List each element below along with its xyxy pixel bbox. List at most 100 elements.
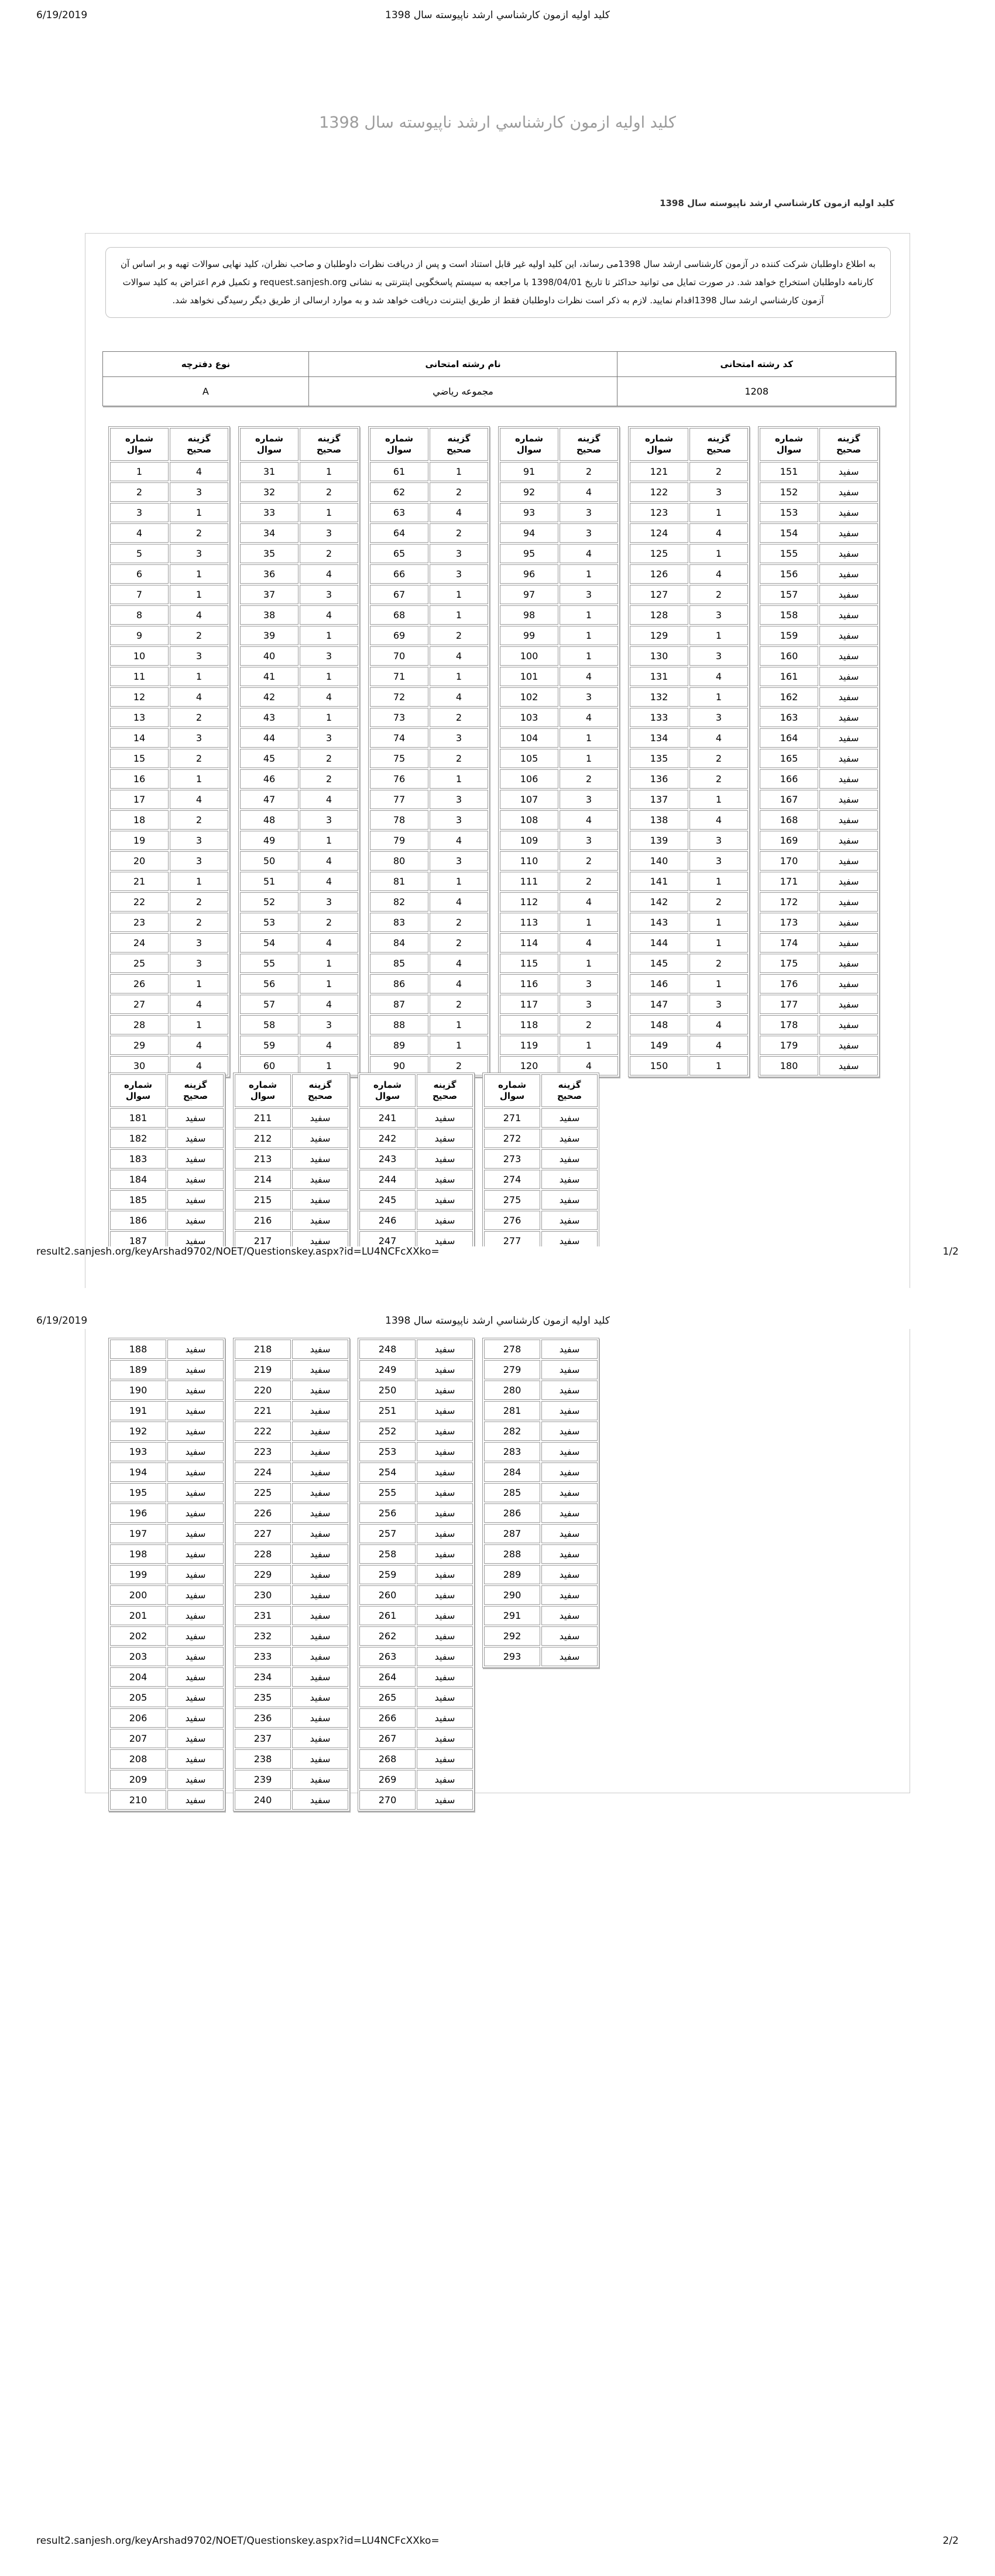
answer-row: 240 سفید	[235, 1790, 348, 1810]
question-number-cell: 62	[370, 482, 428, 502]
answer-row: 254 سفید	[359, 1462, 473, 1482]
question-number-cell: 100	[500, 646, 558, 666]
answer-row: 177 سفید	[760, 995, 878, 1014]
answer-cell: 2	[560, 1015, 618, 1034]
question-number-cell: 199	[110, 1565, 166, 1584]
answer-row: 37 3	[240, 585, 358, 604]
answer-cell: سفید	[167, 1401, 224, 1420]
answer-row: 230 سفید	[235, 1585, 348, 1605]
answer-cell: 2	[430, 708, 488, 727]
answer-row: 106 2	[500, 769, 618, 789]
answer-cell: 2	[300, 544, 358, 563]
answer-row: 258 سفید	[359, 1544, 473, 1564]
answer-row: 165 سفید	[760, 749, 878, 768]
answer-row: 280 سفید	[484, 1381, 598, 1400]
answer-cell: 1	[689, 503, 748, 522]
answer-row: 72 4	[370, 687, 488, 707]
answer-row: 227 سفید	[235, 1524, 348, 1543]
answer-row: 81 1	[370, 872, 488, 891]
answer-row: 129 1	[630, 626, 748, 645]
question-number-cell: 81	[370, 872, 428, 891]
answer-cell: 3	[300, 585, 358, 604]
question-number-cell: 83	[370, 913, 428, 932]
answer-cell: 4	[560, 482, 618, 502]
answer-cell: 3	[300, 892, 358, 912]
answer-row: 29 4	[110, 1036, 228, 1055]
answer-cell: سفید	[292, 1524, 348, 1543]
answer-row: 271 سفید	[484, 1108, 598, 1128]
question-number-cell: 251	[359, 1401, 416, 1420]
question-number-cell: 140	[630, 851, 688, 871]
answer-cell: سفید	[167, 1190, 224, 1210]
answer-cell: 3	[560, 974, 618, 994]
answer-cell: 2	[560, 769, 618, 789]
answer-cell: 1	[430, 605, 488, 625]
answer-row: 39 1	[240, 626, 358, 645]
answer-row: 142 2	[630, 892, 748, 912]
answer-row: 282 سفید	[484, 1421, 598, 1441]
answer-cell: 3	[170, 831, 228, 850]
question-number-cell: 61	[370, 462, 428, 481]
answer-cell: 1	[689, 626, 748, 645]
question-number-cell: 193	[110, 1442, 166, 1461]
question-number-cell: 240	[235, 1790, 291, 1810]
answer-row: 244 سفید	[359, 1170, 473, 1189]
answer-key-header-row: شماره سوال گزینه صحیح	[484, 1074, 598, 1107]
question-number-cell: 20	[110, 851, 169, 871]
answer-cell: سفید	[167, 1442, 224, 1461]
question-number-cell: 198	[110, 1544, 166, 1564]
question-number-cell: 163	[760, 708, 818, 727]
answer-row: 123 1	[630, 503, 748, 522]
answer-row: 15 2	[110, 749, 228, 768]
question-number-cell: 67	[370, 585, 428, 604]
answer-row: 79 4	[370, 831, 488, 850]
question-number-cell: 261	[359, 1606, 416, 1625]
question-number-cell: 230	[235, 1585, 291, 1605]
answer-cell: 3	[300, 728, 358, 748]
answer-cell: 2	[170, 913, 228, 932]
answer-row: 185 سفید	[110, 1190, 224, 1210]
answer-row: 147 3	[630, 995, 748, 1014]
answer-cell: 4	[300, 687, 358, 707]
question-number-cell: 88	[370, 1015, 428, 1034]
answer-cell: سفید	[292, 1442, 348, 1461]
answer-cell: 3	[689, 482, 748, 502]
answer-row: 195 سفید	[110, 1483, 224, 1502]
question-number-cell: 89	[370, 1036, 428, 1055]
question-number-cell: 234	[235, 1667, 291, 1687]
answer-row: 172 سفید	[760, 892, 878, 912]
answer-row: 290 سفید	[484, 1585, 598, 1605]
answer-cell: سفید	[417, 1360, 473, 1379]
answer-row: 181 سفید	[110, 1108, 224, 1128]
answer-cell: سفید	[292, 1170, 348, 1189]
answer-key-header-row: شماره سوال گزینه صحیح	[240, 428, 358, 461]
question-number-cell: 257	[359, 1524, 416, 1543]
answer-row: 103 4	[500, 708, 618, 727]
question-number-cell: 92	[500, 482, 558, 502]
question-number-cell: 133	[630, 708, 688, 727]
answer-cell: سفید	[541, 1340, 598, 1359]
answer-row: 98 1	[500, 605, 618, 625]
answer-row: 257 سفید	[359, 1524, 473, 1543]
question-number-cell: 50	[240, 851, 298, 871]
answer-row: 256 سفید	[359, 1503, 473, 1523]
answer-row: 36 4	[240, 564, 358, 584]
answer-cell: سفید	[292, 1190, 348, 1210]
answer-cell: 4	[170, 1036, 228, 1055]
answer-cell: سفید	[541, 1483, 598, 1502]
answer-row: 272 سفید	[484, 1129, 598, 1148]
answer-row: 25 3	[110, 954, 228, 973]
question-number-cell: 278	[484, 1340, 540, 1359]
answer-cell: 3	[689, 851, 748, 871]
answer-cell: سفید	[167, 1421, 224, 1441]
question-number-header: شماره سوال	[359, 1074, 416, 1107]
answer-row: 20 3	[110, 851, 228, 871]
answer-row: 159 سفید	[760, 626, 878, 645]
answer-cell: 3	[170, 933, 228, 953]
answer-row: 12 4	[110, 687, 228, 707]
answer-row: 56 1	[240, 974, 358, 994]
answer-row: 182 سفید	[110, 1129, 224, 1148]
answer-row: 204 سفید	[110, 1667, 224, 1687]
answer-cell: 3	[430, 790, 488, 809]
answer-cell: 1	[170, 1015, 228, 1034]
